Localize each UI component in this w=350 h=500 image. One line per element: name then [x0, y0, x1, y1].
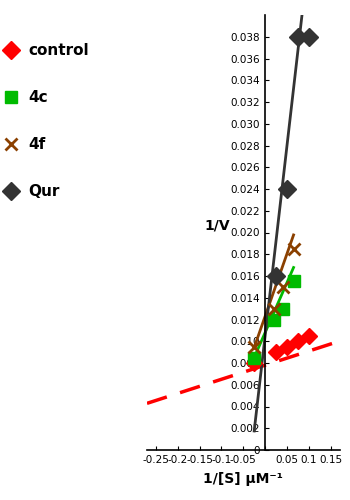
X-axis label: 1/[S] μM⁻¹: 1/[S] μM⁻¹ — [203, 472, 283, 486]
Text: 4f: 4f — [29, 136, 46, 152]
Text: control: control — [29, 43, 89, 58]
Text: 4c: 4c — [29, 90, 48, 105]
Text: Qur: Qur — [29, 184, 60, 198]
Y-axis label: 1/V: 1/V — [204, 218, 230, 232]
